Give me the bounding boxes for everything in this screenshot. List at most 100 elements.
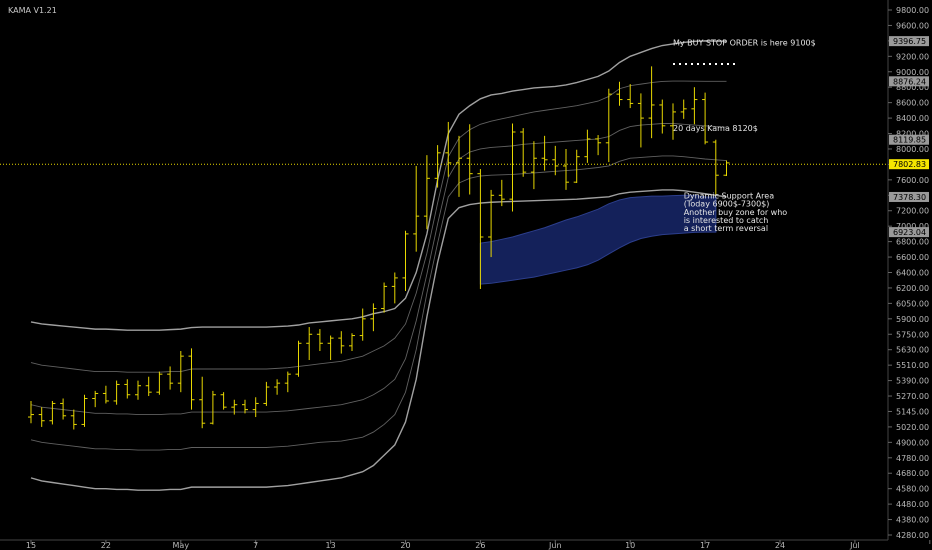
price-bar bbox=[327, 335, 334, 360]
price-bar bbox=[595, 135, 602, 156]
price-badge-label: 8876.24 bbox=[893, 77, 926, 86]
annotation-text: Another buy zone for who bbox=[684, 208, 788, 217]
y-tick-label: 5510.00 bbox=[896, 361, 929, 370]
price-bar bbox=[188, 348, 195, 410]
y-tick-label: 4280.00 bbox=[896, 531, 929, 540]
y-tick-label: 8400.00 bbox=[896, 114, 929, 123]
price-bar bbox=[102, 385, 109, 404]
y-tick-label: 6800.00 bbox=[896, 238, 929, 247]
y-tick-label: 7200.00 bbox=[896, 207, 929, 216]
y-tick-label: 9000.00 bbox=[896, 68, 929, 77]
price-bar bbox=[28, 400, 34, 424]
annotation-text: 20 days Kama 8120$ bbox=[673, 124, 758, 133]
x-tick-label: 22 bbox=[101, 541, 111, 550]
y-tick-label: 5020.00 bbox=[896, 423, 929, 432]
x-tick-label: 10 bbox=[625, 541, 635, 550]
price-badge-bg bbox=[889, 159, 929, 170]
price-bar bbox=[691, 87, 698, 125]
price-badge-label: 9396.75 bbox=[893, 37, 926, 46]
y-tick-label: 4480.00 bbox=[896, 500, 929, 509]
price-bar bbox=[391, 272, 398, 304]
price-bar bbox=[92, 390, 99, 408]
price-badge: 6923.04 bbox=[889, 227, 929, 238]
price-bar bbox=[135, 380, 141, 400]
price-bars bbox=[28, 66, 730, 430]
price-bar bbox=[284, 371, 291, 393]
price-bar bbox=[680, 99, 687, 119]
price-badge: 9396.75 bbox=[889, 36, 929, 47]
y-tick-label: 5390.00 bbox=[896, 377, 929, 386]
y-tick-label: 8200.00 bbox=[896, 130, 929, 139]
price-bar bbox=[413, 165, 420, 252]
annotation-text: (Today 6900$-7300$) bbox=[684, 200, 770, 209]
y-tick-label: 4900.00 bbox=[896, 438, 929, 447]
price-badge-label: 6923.04 bbox=[893, 228, 926, 237]
y-tick-label: 6400.00 bbox=[896, 269, 929, 278]
kama-bands bbox=[30, 40, 727, 491]
y-tick-label: 5145.00 bbox=[896, 407, 929, 416]
price-bar bbox=[434, 145, 441, 188]
price-bar bbox=[263, 381, 270, 406]
price-bar bbox=[670, 103, 676, 140]
x-tick-label: Jul bbox=[849, 541, 860, 550]
price-badge: 7378.30 bbox=[889, 191, 929, 202]
price-bar bbox=[402, 230, 409, 292]
price-bar bbox=[423, 155, 430, 230]
x-tick-label: 20 bbox=[400, 541, 410, 550]
x-tick-label: Jun bbox=[548, 541, 562, 550]
price-bar bbox=[520, 128, 527, 177]
kama-band-line bbox=[30, 189, 727, 491]
price-bar bbox=[381, 282, 388, 313]
price-badge-bg bbox=[889, 36, 929, 47]
y-tick-label: 5630.00 bbox=[896, 346, 929, 355]
x-tick-label: 13 bbox=[326, 541, 336, 550]
y-axis: 9800.009600.009400.009200.009000.008800.… bbox=[888, 6, 929, 540]
y-tick-label: 6050.00 bbox=[896, 299, 929, 308]
price-bar bbox=[466, 124, 473, 195]
price-levels bbox=[0, 63, 888, 165]
y-tick-label: 6200.00 bbox=[896, 284, 929, 293]
price-bar bbox=[445, 121, 452, 177]
price-bar bbox=[659, 99, 666, 134]
price-bar bbox=[488, 189, 495, 258]
price-bar bbox=[702, 92, 709, 145]
price-badge-bg bbox=[889, 191, 929, 202]
kama-band-line bbox=[30, 40, 727, 331]
x-tick-label: 15 bbox=[26, 541, 36, 550]
price-badge-label: 8119.85 bbox=[893, 136, 926, 145]
price-bar bbox=[723, 160, 730, 176]
price-bar bbox=[616, 81, 623, 106]
y-tick-label: 5270.00 bbox=[896, 392, 929, 401]
price-bar bbox=[541, 135, 548, 171]
annotation-text: a short term reversal bbox=[684, 224, 768, 233]
price-bar bbox=[637, 93, 644, 148]
price-bar bbox=[124, 379, 131, 399]
y-tick-label: 9600.00 bbox=[896, 21, 929, 30]
price-bar bbox=[477, 169, 484, 289]
price-bar bbox=[252, 397, 259, 418]
price-bar bbox=[49, 400, 56, 425]
price-bar bbox=[81, 394, 88, 427]
price-bar bbox=[220, 392, 227, 410]
price-bar bbox=[530, 141, 537, 190]
x-tick-label: 26 bbox=[475, 541, 485, 550]
price-bar bbox=[38, 407, 45, 427]
price-bar bbox=[509, 123, 516, 212]
price-badge-bg bbox=[889, 134, 929, 145]
price-badge-label: 7378.30 bbox=[893, 193, 926, 202]
price-bar bbox=[563, 148, 569, 190]
price-bar bbox=[231, 399, 238, 415]
price-bar bbox=[552, 145, 559, 176]
annotation-text: My BUY STOP ORDER is here 9100$ bbox=[673, 39, 816, 48]
price-bar bbox=[456, 135, 462, 197]
price-bar bbox=[209, 390, 216, 425]
price-bar bbox=[156, 371, 163, 395]
x-tick-label: 7 bbox=[253, 541, 258, 550]
y-tick-label: 9200.00 bbox=[896, 52, 929, 61]
price-badge-bg bbox=[889, 227, 929, 238]
price-badges: 9396.75 8876.24 8119.85 7802.83 7378.30 6923.… bbox=[889, 36, 929, 238]
kama-band-line bbox=[30, 80, 727, 373]
y-tick-label: 4780.00 bbox=[896, 454, 929, 463]
price-bar bbox=[359, 308, 366, 341]
